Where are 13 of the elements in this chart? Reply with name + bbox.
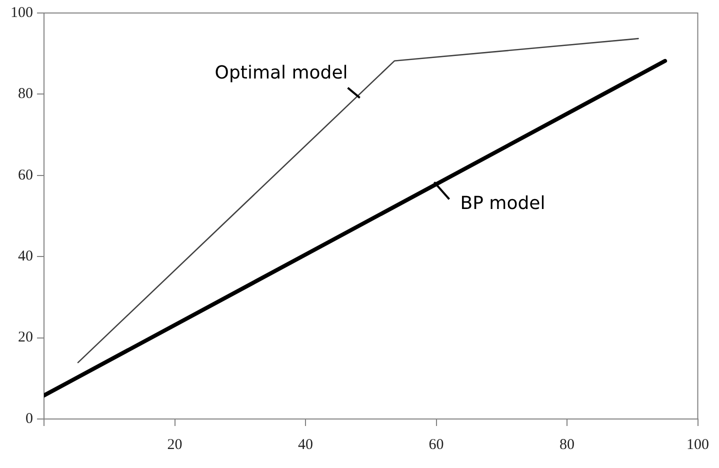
y-tick-label: 40	[18, 248, 33, 265]
y-tick-label: 60	[18, 167, 33, 184]
series-label: Optimal model	[214, 62, 348, 84]
y-tick-label: 80	[18, 86, 33, 102]
y-tick-label: 0	[26, 410, 33, 427]
x-tick-label: 20	[167, 436, 182, 453]
y-tick-label: 20	[18, 330, 33, 346]
y-tick-label: 100	[10, 4, 33, 21]
x-tick-label: 40	[298, 436, 313, 453]
x-tick-label: 80	[560, 436, 574, 453]
series-label: BP model	[460, 192, 546, 214]
x-tick-label: 100	[686, 436, 709, 453]
x-tick-label: 60	[428, 436, 444, 453]
